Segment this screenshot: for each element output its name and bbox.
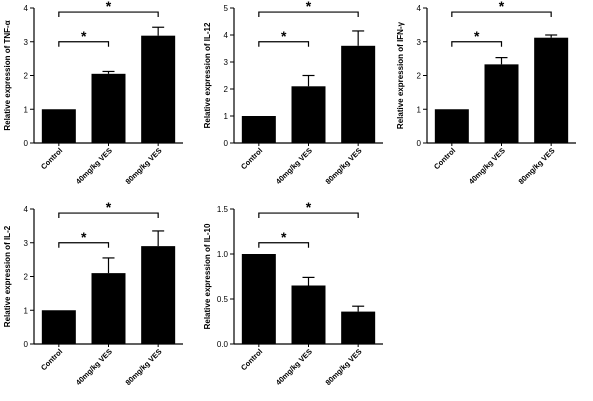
bar <box>534 37 569 144</box>
x-tick-label: 80mg/kg VES <box>517 146 557 186</box>
y-tick-label: 2 <box>24 273 29 282</box>
y-tick-label: 1.0 <box>217 250 229 259</box>
x-tick-label: Control <box>432 146 457 171</box>
y-tick-label: 3 <box>24 239 29 248</box>
x-tick-label: 80mg/kg VES <box>124 347 164 387</box>
y-tick-label: 1.5 <box>217 205 229 214</box>
x-tick-label: 40mg/kg VES <box>467 146 507 186</box>
significance-bracket <box>258 212 359 219</box>
bar <box>434 109 469 143</box>
y-tick-label: 5 <box>224 4 229 13</box>
y-tick-label: 0 <box>224 139 229 148</box>
significance-bracket <box>58 212 159 219</box>
bar <box>141 246 176 344</box>
y-tick-label: 4 <box>417 4 422 13</box>
x-tick-label: 40mg/kg VES <box>74 146 114 186</box>
y-tick-label: 0.5 <box>217 295 229 304</box>
bar <box>341 311 376 344</box>
chart-svg-il-10: 0.0 0.5 1.0 1.5 Relative expression of IL-10… <box>203 199 383 387</box>
significance-star: * <box>281 28 287 44</box>
x-tick-label: Control <box>39 146 64 171</box>
significance-star: * <box>499 0 505 14</box>
chart-panel-il-2: 0 1 2 3 4 Relative expression of IL-2 Control 4… <box>0 199 200 401</box>
y-tick-label: 4 <box>24 205 29 214</box>
significance-bracket <box>258 242 310 248</box>
bar <box>484 64 519 143</box>
significance-star: * <box>81 229 87 245</box>
y-axis-title: Relative expression of IFN-γ <box>396 21 405 129</box>
y-tick-label: 1 <box>224 112 229 121</box>
bar <box>291 86 326 143</box>
y-tick-label: 0 <box>24 340 29 349</box>
y-tick-label: 4 <box>24 4 29 13</box>
y-axis-title: Relative expression of IL-12 <box>203 22 212 128</box>
chart-panel-ifn-gamma: 0 1 2 3 4 Relative expression of IFN-γ Control… <box>393 0 593 200</box>
significance-bracket <box>451 41 503 47</box>
y-axis-title: Relative expression of IL-2 <box>3 225 12 327</box>
bar <box>41 310 76 344</box>
x-tick-label: 40mg/kg VES <box>274 347 314 387</box>
y-tick-label: 2 <box>417 72 422 81</box>
significance-bracket <box>58 242 110 248</box>
y-tick-label: 0.0 <box>217 340 229 349</box>
x-tick-label: 40mg/kg VES <box>274 146 314 186</box>
x-tick-label: 80mg/kg VES <box>324 146 364 186</box>
significance-bracket <box>258 11 359 18</box>
bar <box>41 109 76 143</box>
x-tick-label: Control <box>39 347 64 372</box>
y-tick-label: 0 <box>24 139 29 148</box>
significance-bracket <box>58 41 110 47</box>
chart-svg-il-2: 0 1 2 3 4 Relative expression of IL-2 Control 4… <box>3 199 183 387</box>
chart-svg-tnf-alpha: 0 1 2 3 4 Relative expression of TNF-α Control… <box>3 0 183 186</box>
y-tick-label: 2 <box>24 72 29 81</box>
y-tick-label: 0 <box>417 139 422 148</box>
bar <box>91 273 126 344</box>
significance-star: * <box>106 199 112 215</box>
significance-star: * <box>281 229 287 245</box>
chart-svg-il-12: 0 1 2 3 4 5 Relative expression of IL-12 Contro… <box>203 0 383 186</box>
bar <box>341 45 376 143</box>
significance-bracket <box>451 11 552 18</box>
significance-star: * <box>306 0 312 14</box>
y-tick-label: 2 <box>224 85 229 94</box>
y-tick-label: 3 <box>417 38 422 47</box>
x-tick-label: Control <box>239 146 264 171</box>
x-tick-label: 80mg/kg VES <box>124 146 164 186</box>
x-tick-label: 40mg/kg VES <box>74 347 114 387</box>
chart-panel-tnf-alpha: 0 1 2 3 4 Relative expression of TNF-α Control… <box>0 0 200 200</box>
significance-bracket <box>58 11 159 18</box>
significance-star: * <box>106 0 112 14</box>
bar <box>241 254 276 344</box>
bar <box>141 35 176 143</box>
bar <box>241 116 276 143</box>
chart-svg-ifn-gamma: 0 1 2 3 4 Relative expression of IFN-γ Control… <box>396 0 576 186</box>
y-tick-label: 3 <box>224 58 229 67</box>
y-tick-label: 1 <box>24 306 29 315</box>
y-tick-label: 1 <box>24 105 29 114</box>
significance-star: * <box>306 199 312 215</box>
y-tick-label: 1 <box>417 105 422 114</box>
chart-panel-il-10: 0.0 0.5 1.0 1.5 Relative expression of IL-10… <box>200 199 400 401</box>
y-axis-title: Relative expression of TNF-α <box>3 20 12 130</box>
bar <box>291 285 326 344</box>
chart-panel-il-12: 0 1 2 3 4 5 Relative expression of IL-12 Contro… <box>200 0 400 200</box>
x-tick-label: Control <box>239 347 264 372</box>
bar <box>91 73 126 143</box>
y-axis-title: Relative expression of IL-10 <box>203 223 212 329</box>
x-tick-label: 80mg/kg VES <box>324 347 364 387</box>
y-tick-label: 3 <box>24 38 29 47</box>
significance-bracket <box>258 41 310 47</box>
significance-star: * <box>474 28 480 44</box>
significance-star: * <box>81 28 87 44</box>
y-tick-label: 4 <box>224 31 229 40</box>
